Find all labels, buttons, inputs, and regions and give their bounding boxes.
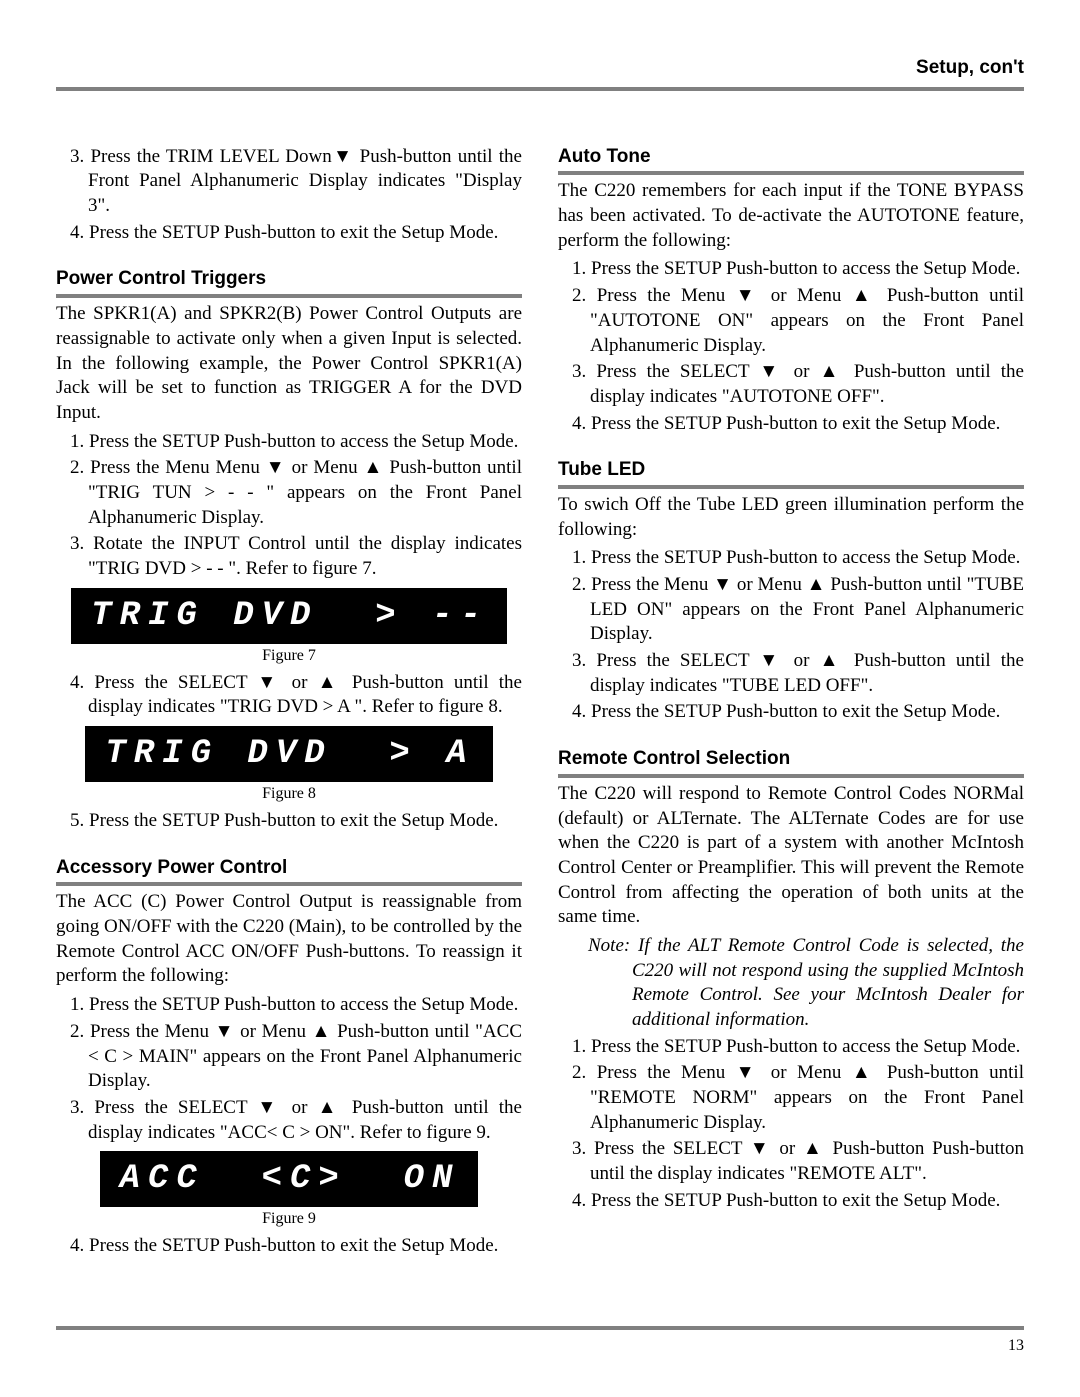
step-item: 3. Press the TRIM LEVEL Down▼ Push-butto… [70,145,522,219]
apc-steps-end: 4. Press the SETUP Push-button to exit t… [70,1234,522,1259]
step-item: 3. Press the SELECT ▼ or ▲ Push-button u… [70,1096,522,1145]
figure-7: TRIG DVD > -- Figure 7 [56,588,522,667]
pct-steps-cont: 4. Press the SELECT ▼ or ▲ Push-button u… [70,671,522,720]
step-item: 4. Press the SETUP Push-button to exit t… [70,221,522,246]
step-item: 3. Press the SELECT ▼ or ▲ Push-button u… [572,649,1024,698]
remote-steps: 1. Press the SETUP Push-button to access… [572,1035,1024,1214]
step-item: 3. Press the SELECT ▼ or ▲ Push-button u… [572,360,1024,409]
section-intro: The SPKR1(A) and SPKR2(B) Power Control … [56,302,522,425]
page-footer: 13 [56,1326,1024,1357]
page-header-title: Setup, con't [56,56,1024,81]
apc-steps: 1. Press the SETUP Push-button to access… [70,993,522,1145]
step-item: 1. Press the SETUP Push-button to access… [572,546,1024,571]
step-item: 1. Press the SETUP Push-button to access… [572,257,1024,282]
page-number: 13 [56,1336,1024,1357]
lcd-display: ACC <C> ON [100,1151,479,1207]
step-item: 4. Press the SETUP Push-button to exit t… [572,700,1024,725]
step-item: 4. Press the SETUP Push-button to exit t… [70,1234,522,1259]
figure-caption: Figure 9 [56,1209,522,1230]
section-heading-accessory-power-control: Accessory Power Control [56,856,522,887]
right-column: Auto Tone The C220 remembers for each in… [558,145,1024,1261]
step-item: 1. Press the SETUP Push-button to access… [572,1035,1024,1060]
header-rule [56,87,1024,91]
step-item: 3. Rotate the INPUT Control until the di… [70,532,522,581]
continued-steps-top: 3. Press the TRIM LEVEL Down▼ Push-butto… [70,145,522,246]
figure-caption: Figure 8 [56,784,522,805]
step-item: 2. Press the Menu ▼ or Menu ▲ Push-butto… [572,284,1024,358]
step-item: 5. Press the SETUP Push-button to exit t… [70,809,522,834]
section-heading-power-control-triggers: Power Control Triggers [56,267,522,298]
figure-caption: Figure 7 [56,646,522,667]
section-intro: The ACC (C) Power Control Output is reas… [56,890,522,989]
step-item: 4. Press the SETUP Push-button to exit t… [572,1189,1024,1214]
remote-note: Note: If the ALT Remote Control Code is … [588,934,1024,1033]
section-intro: The C220 will respond to Remote Control … [558,782,1024,930]
pct-steps: 1. Press the SETUP Push-button to access… [70,430,522,582]
auto-tone-steps: 1. Press the SETUP Push-button to access… [572,257,1024,436]
step-item: 2. Press the Menu Menu ▼ or Menu ▲ Push-… [70,456,522,530]
footer-rule [56,1326,1024,1330]
section-heading-tube-led: Tube LED [558,458,1024,489]
pct-steps-end: 5. Press the SETUP Push-button to exit t… [70,809,522,834]
left-column: 3. Press the TRIM LEVEL Down▼ Push-butto… [56,145,522,1261]
two-column-layout: 3. Press the TRIM LEVEL Down▼ Push-butto… [56,145,1024,1261]
step-item: 2. Press the Menu ▼ or Menu ▲ Push-butto… [572,573,1024,647]
step-item: 3. Press the SELECT ▼ or ▲ Push-button P… [572,1137,1024,1186]
step-item: 2. Press the Menu ▼ or Menu ▲ Push-butto… [572,1061,1024,1135]
lcd-display: TRIG DVD > A [85,726,492,782]
step-item: 1. Press the SETUP Push-button to access… [70,993,522,1018]
step-item: 4. Press the SELECT ▼ or ▲ Push-button u… [70,671,522,720]
section-intro: To swich Off the Tube LED green illumina… [558,493,1024,542]
step-item: 2. Press the Menu ▼ or Menu ▲ Push-butto… [70,1020,522,1094]
lcd-display: TRIG DVD > -- [71,588,507,644]
figure-8: TRIG DVD > A Figure 8 [56,726,522,805]
section-heading-remote-control-selection: Remote Control Selection [558,747,1024,778]
section-heading-auto-tone: Auto Tone [558,145,1024,176]
figure-9: ACC <C> ON Figure 9 [56,1151,522,1230]
step-item: 1. Press the SETUP Push-button to access… [70,430,522,455]
tube-led-steps: 1. Press the SETUP Push-button to access… [572,546,1024,725]
section-intro: The C220 remembers for each input if the… [558,179,1024,253]
step-item: 4. Press the SETUP Push-button to exit t… [572,412,1024,437]
